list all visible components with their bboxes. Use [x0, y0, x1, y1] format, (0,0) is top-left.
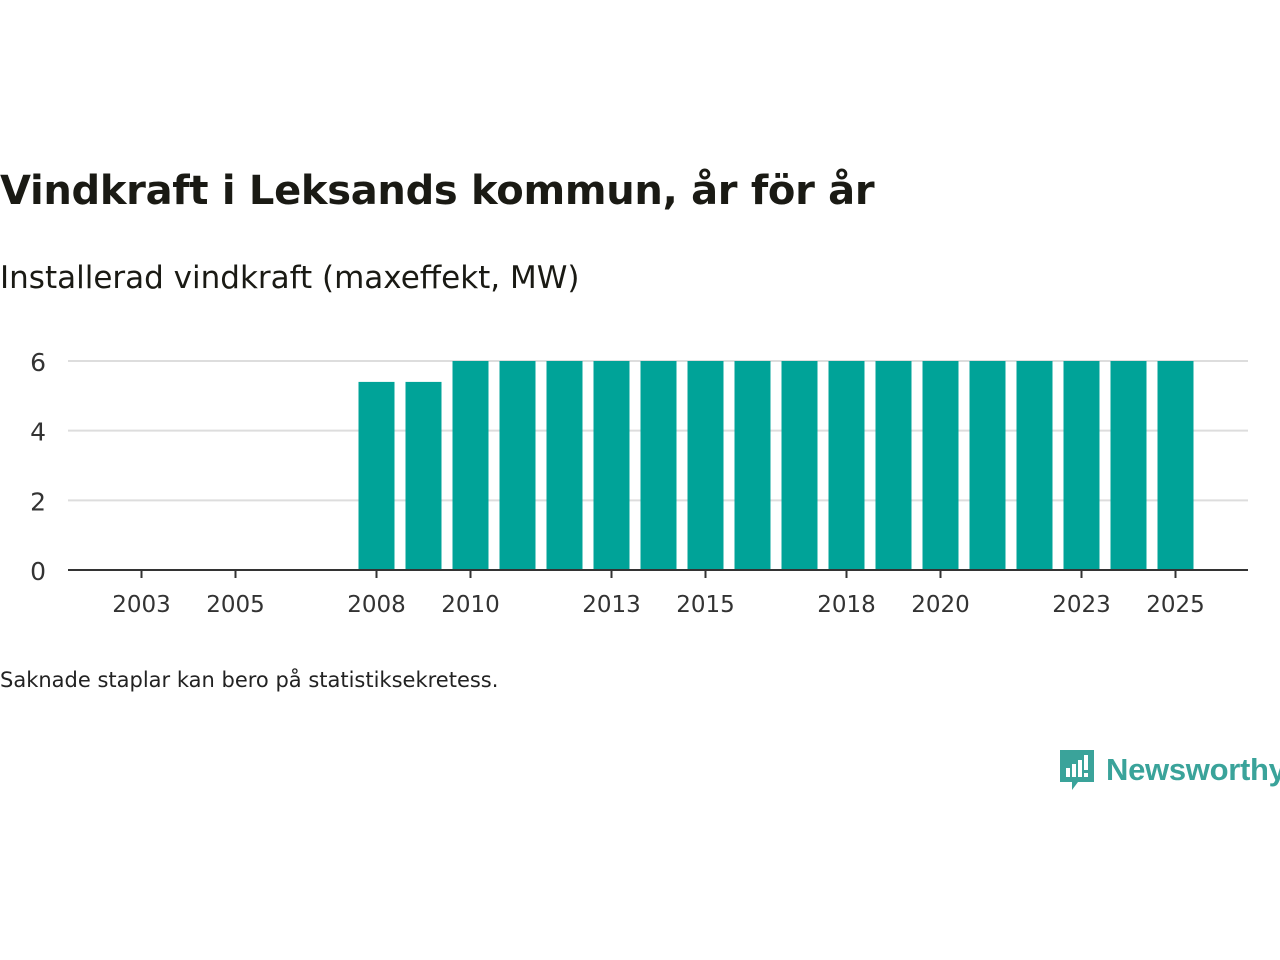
bar-2018: [828, 361, 865, 570]
bar-2009: [405, 381, 442, 570]
brand-name: Newsworthy: [1106, 752, 1280, 787]
bar-2017: [781, 361, 818, 570]
bar-2011: [499, 361, 536, 570]
x-tick-label: 2023: [1052, 592, 1111, 618]
bar-2019: [875, 361, 912, 570]
newsworthy-logo-icon: [1060, 750, 1094, 790]
x-tick-label: 2005: [206, 592, 265, 618]
y-tick-label: 6: [30, 348, 46, 377]
chart-subtitle: Installerad vindkraft (maxeffekt, MW): [0, 260, 580, 296]
bar-2012: [546, 361, 583, 570]
brand-logo: Newsworthy: [1058, 748, 1280, 792]
y-tick-label: 2: [30, 487, 46, 516]
x-tick-label: 2018: [817, 592, 876, 618]
bar-2010: [452, 361, 489, 570]
x-tick-label: 2008: [347, 592, 406, 618]
bar-2013: [593, 361, 630, 570]
chart-title: Vindkraft i Leksands kommun, år för år: [0, 168, 875, 214]
bar-2022: [1016, 361, 1053, 570]
bar-2008: [358, 381, 395, 570]
x-tick-label: 2003: [112, 592, 171, 618]
x-tick-label: 2015: [676, 592, 735, 618]
bar-2024: [1110, 361, 1147, 570]
x-tick-label: 2013: [582, 592, 641, 618]
bar-2015: [687, 361, 724, 570]
bar-2025: [1157, 361, 1194, 570]
footnote: Saknade staplar kan bero på statistiksek…: [0, 668, 499, 692]
x-tick-label: 2020: [911, 592, 970, 618]
bar-2020: [922, 361, 959, 570]
bar-chart: 0 2 4 6 2003 2005 2008 2010 2013 2015 2018 2020 2023…: [30, 348, 1248, 618]
bar-2014: [640, 361, 677, 570]
y-tick-label: 0: [30, 557, 46, 586]
x-tick-label: 2025: [1146, 592, 1205, 618]
x-tick-label: 2010: [441, 592, 500, 618]
bar-2021: [969, 361, 1006, 570]
bar-2023: [1063, 361, 1100, 570]
bar-2016: [734, 361, 771, 570]
y-tick-label: 4: [30, 418, 46, 447]
